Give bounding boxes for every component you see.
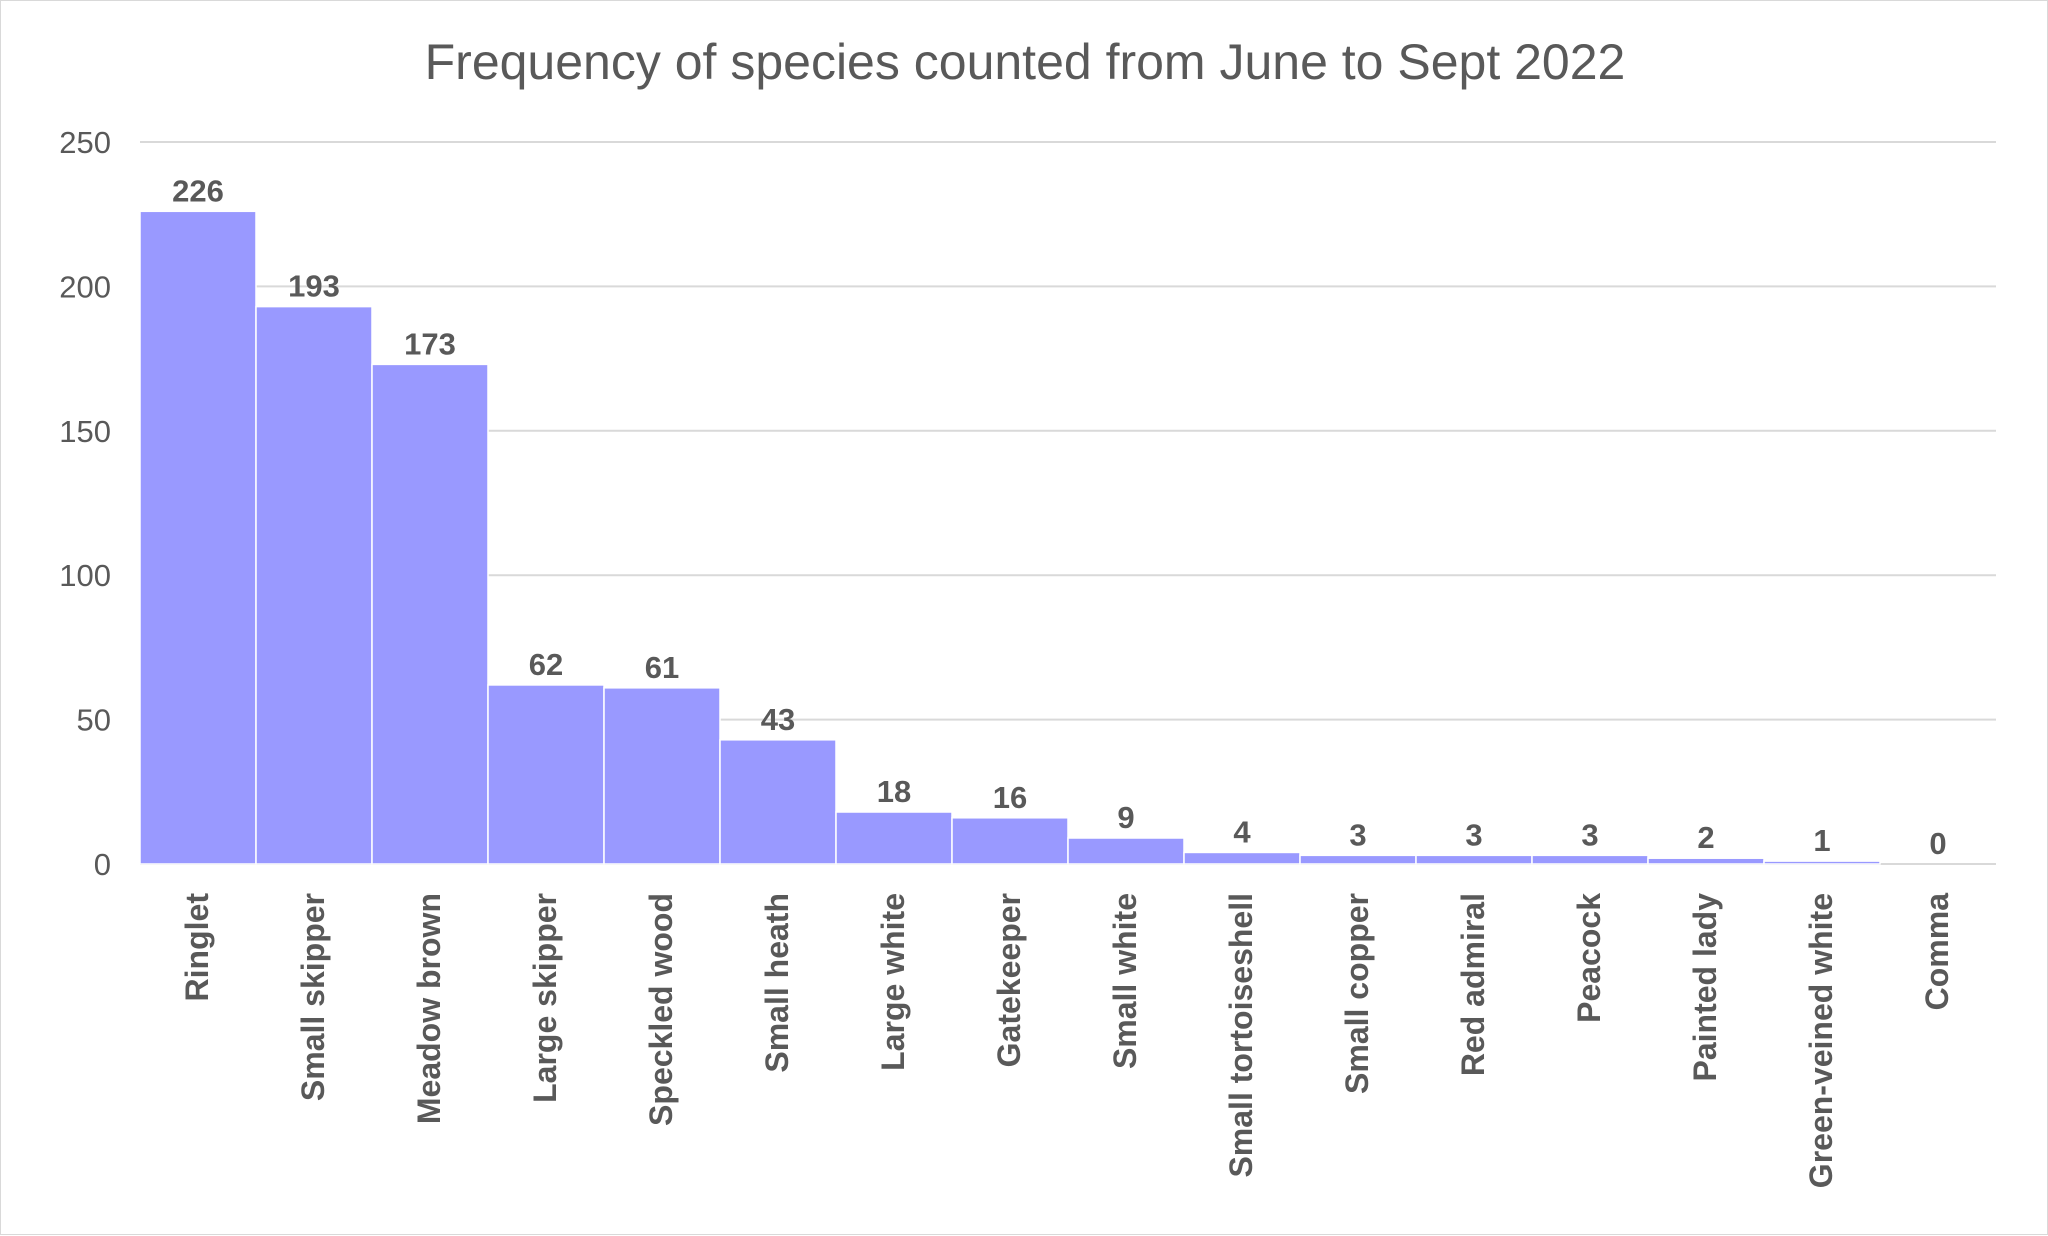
bar [719,739,837,865]
bar [1067,837,1185,865]
data-label: 61 [645,650,679,685]
y-tick-label: 250 [59,125,111,160]
bar [1647,857,1765,865]
data-label: 173 [404,326,456,361]
bar [371,363,489,865]
data-label: 0 [1929,826,1946,861]
x-tick-label: Green-veined white [1803,893,1839,1188]
data-label: 3 [1465,817,1482,852]
x-tick-label: Large skipper [527,893,563,1103]
x-tick-label: Small heath [759,893,795,1073]
x-tick-label: Comma [1919,893,1955,1011]
y-tick-label: 50 [77,703,111,738]
x-tick-label: Peacock [1571,893,1607,1023]
bar [1299,854,1417,865]
data-label: 3 [1349,817,1366,852]
bar [1415,854,1533,865]
x-tick-label: Large white [875,893,911,1071]
data-label: 193 [288,269,340,304]
bar [139,210,257,865]
x-tick-label: Small skipper [295,893,331,1101]
bar [835,811,953,865]
data-label: 1 [1813,823,1830,858]
x-tick-label: Small white [1107,893,1143,1069]
data-label: 9 [1117,800,1134,835]
data-label: 62 [529,647,563,682]
data-label: 226 [172,173,224,208]
x-tick-label: Small copper [1339,893,1375,1094]
x-tick-label: Small tortoiseshell [1223,893,1259,1178]
data-label: 4 [1233,814,1251,849]
y-tick-label: 100 [59,558,111,593]
bar [951,817,1069,865]
chart-title: Frequency of species counted from June t… [425,34,1626,90]
bar [603,687,721,865]
x-tick-label: Red admiral [1455,893,1491,1076]
data-label: 43 [761,702,795,737]
x-tick-label: Painted lady [1687,893,1723,1082]
data-label: 16 [993,780,1027,815]
bar [1531,854,1649,865]
data-label: 3 [1581,817,1598,852]
data-label: 18 [877,774,911,809]
x-axis-ticks: Ringlet Small skipper Meadow brown Large sk… [179,893,1955,1189]
y-tick-label: 0 [94,847,111,882]
data-label: 2 [1697,820,1714,855]
bar [1763,860,1881,865]
bar [255,305,373,865]
x-tick-label: Ringlet [179,893,215,1002]
x-tick-label: Speckled wood [643,893,679,1126]
bars [139,210,1881,865]
bar [1183,851,1301,865]
y-axis-ticks: 0 50 100 150 200 250 [59,125,111,882]
bar [487,684,605,865]
y-tick-label: 200 [59,269,111,304]
x-tick-label: Gatekeeper [991,893,1027,1067]
x-tick-label: Meadow brown [411,893,447,1124]
y-tick-label: 150 [59,414,111,449]
